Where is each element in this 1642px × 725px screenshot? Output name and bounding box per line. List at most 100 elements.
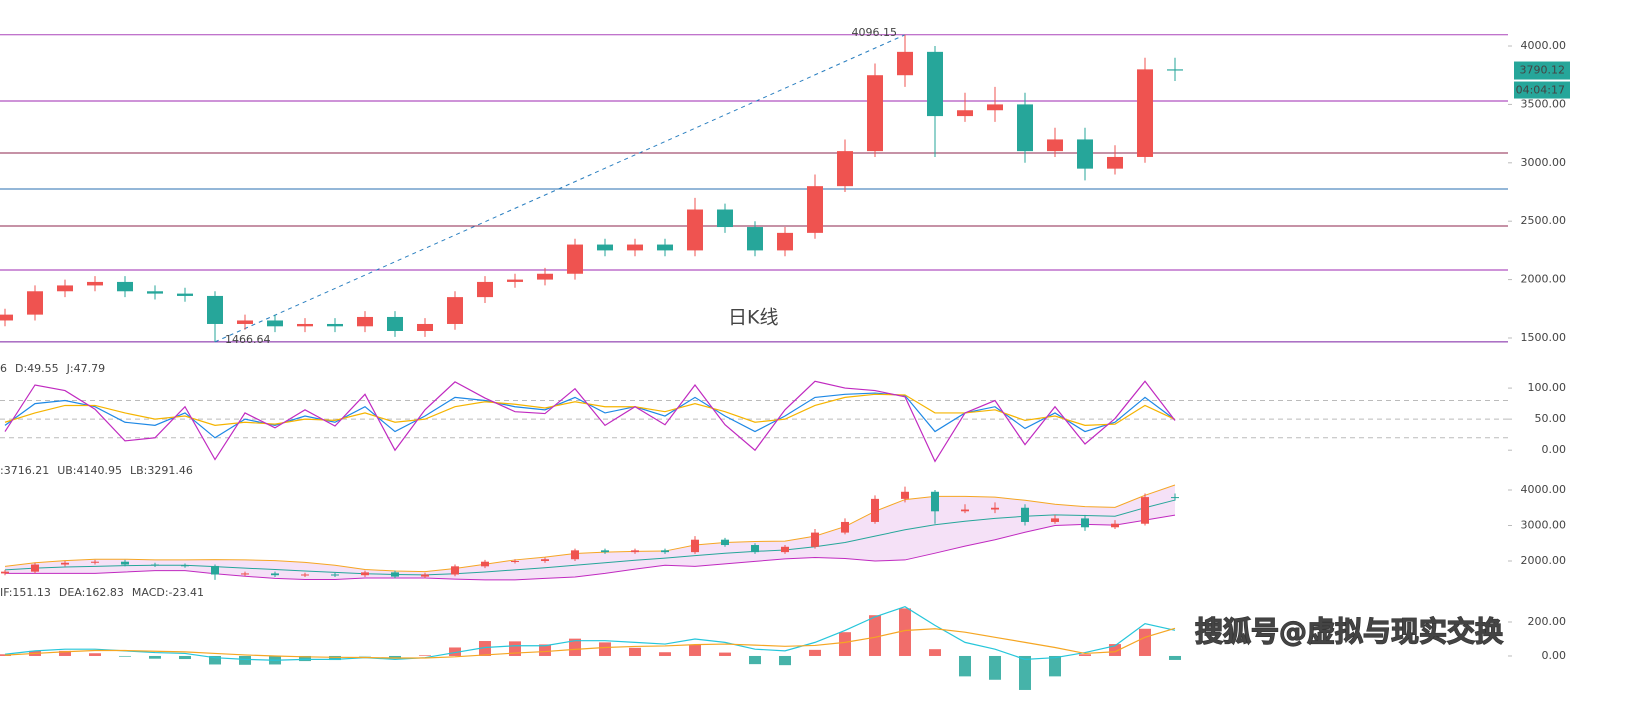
mini-candle-body xyxy=(331,574,339,576)
mini-candle-body xyxy=(781,546,789,553)
legend-item: 6 xyxy=(0,362,7,375)
y-tick-label: 4000.00 xyxy=(1521,483,1567,496)
indicator-line xyxy=(4,606,1176,661)
macd-bar xyxy=(569,638,581,656)
indicator-line xyxy=(4,499,1176,576)
macd-bar xyxy=(839,632,851,656)
indicator-line xyxy=(4,392,1176,439)
candle-body xyxy=(297,323,313,327)
mini-candle-body xyxy=(241,573,249,575)
mini-candle-body xyxy=(841,521,849,533)
mini-candle-body xyxy=(451,566,459,575)
mini-candle-body xyxy=(571,550,579,560)
macd-bar xyxy=(1139,628,1151,656)
countdown-label: 04:04:17 xyxy=(1516,84,1565,97)
macd-bar xyxy=(1169,655,1181,660)
candle-body xyxy=(417,323,433,331)
mini-candle-body xyxy=(421,574,429,577)
macd-bar xyxy=(659,652,671,656)
mini-candle-body xyxy=(901,491,909,499)
y-tick-label: 100.00 xyxy=(1528,381,1567,394)
macd-bar xyxy=(449,647,461,656)
candle-body xyxy=(807,186,823,233)
watermark: 搜狐号@虚拟与现实交换 xyxy=(1195,615,1504,648)
mini-candle-body xyxy=(61,562,69,565)
candle-body xyxy=(177,293,193,296)
macd-bar xyxy=(929,649,941,656)
trend-line xyxy=(214,34,906,343)
price-tag-label: 3790.12 xyxy=(1520,64,1566,77)
candle-body xyxy=(957,110,973,117)
candle-body xyxy=(1137,69,1153,157)
mini-candle-body xyxy=(1141,497,1149,524)
legend-item: :3716.21 xyxy=(0,464,49,477)
candle-body xyxy=(57,285,73,292)
candle-body xyxy=(357,316,373,327)
macd-bar xyxy=(1079,654,1091,656)
candle-body xyxy=(627,244,643,251)
macd-bar xyxy=(959,655,971,677)
mini-candle-body xyxy=(271,573,279,576)
legend-item: LB:3291.46 xyxy=(130,464,193,477)
y-tick-label: 2000.00 xyxy=(1521,554,1567,567)
macd-bar xyxy=(1049,655,1061,677)
indicator-line xyxy=(4,393,1176,426)
candle-body xyxy=(1047,139,1063,152)
indicator-line xyxy=(4,627,1176,659)
macd-bar xyxy=(539,644,551,656)
mini-candle-body xyxy=(1051,518,1059,522)
macd-bar xyxy=(299,655,311,662)
mini-candle-body xyxy=(631,550,639,553)
candle-body xyxy=(477,281,493,298)
candle-body xyxy=(237,320,253,324)
candle-body xyxy=(507,279,523,282)
legend-item: UB:4140.95 xyxy=(57,464,122,477)
macd-bar xyxy=(149,655,161,659)
y-tick-label: 0.00 xyxy=(1542,443,1567,456)
macd-bar xyxy=(179,655,191,660)
mini-candle-body xyxy=(871,498,879,522)
macd-bar xyxy=(89,653,101,656)
macd-bar xyxy=(629,647,641,656)
macd-bar xyxy=(779,655,791,666)
candle-body xyxy=(1167,69,1183,71)
legend-item: J:47.79 xyxy=(66,362,105,375)
mini-candle-body xyxy=(151,564,159,566)
candle-body xyxy=(1107,156,1123,169)
y-tick-label: 2500.00 xyxy=(1521,214,1567,227)
mini-candle-body xyxy=(211,565,219,575)
mini-candle-body xyxy=(751,545,759,553)
macd-bar xyxy=(869,615,881,656)
macd-bar xyxy=(509,641,521,656)
candle-body xyxy=(837,151,853,187)
candle-body xyxy=(87,281,103,286)
mini-candle-body xyxy=(1081,518,1089,528)
macd-bar xyxy=(899,608,911,656)
macd-bar xyxy=(599,642,611,656)
indicator-line xyxy=(4,380,1176,463)
candle-body xyxy=(897,51,913,76)
mini-candle-body xyxy=(991,507,999,510)
candle-body xyxy=(987,104,1003,111)
y-tick-label: 50.00 xyxy=(1535,412,1567,425)
macd-bar xyxy=(689,644,701,656)
mini-candle-body xyxy=(541,559,549,562)
legend-item: IF:151.13 xyxy=(0,586,51,599)
legend-item: MACD:-23.41 xyxy=(132,586,204,599)
mini-candle-body xyxy=(121,561,129,565)
macd-bar xyxy=(329,655,341,661)
macd-bar xyxy=(419,655,431,656)
macd-bar xyxy=(479,641,491,656)
macd-bar xyxy=(1109,644,1121,656)
macd-bar xyxy=(749,655,761,665)
mini-candle-body xyxy=(301,574,309,576)
macd-bar xyxy=(389,655,401,659)
mini-candle-body xyxy=(481,561,489,567)
mini-candle-body xyxy=(931,491,939,512)
y-tick-label: 3000.00 xyxy=(1521,519,1567,532)
mini-candle-body xyxy=(1,571,9,574)
mini-candle-body xyxy=(601,550,609,553)
